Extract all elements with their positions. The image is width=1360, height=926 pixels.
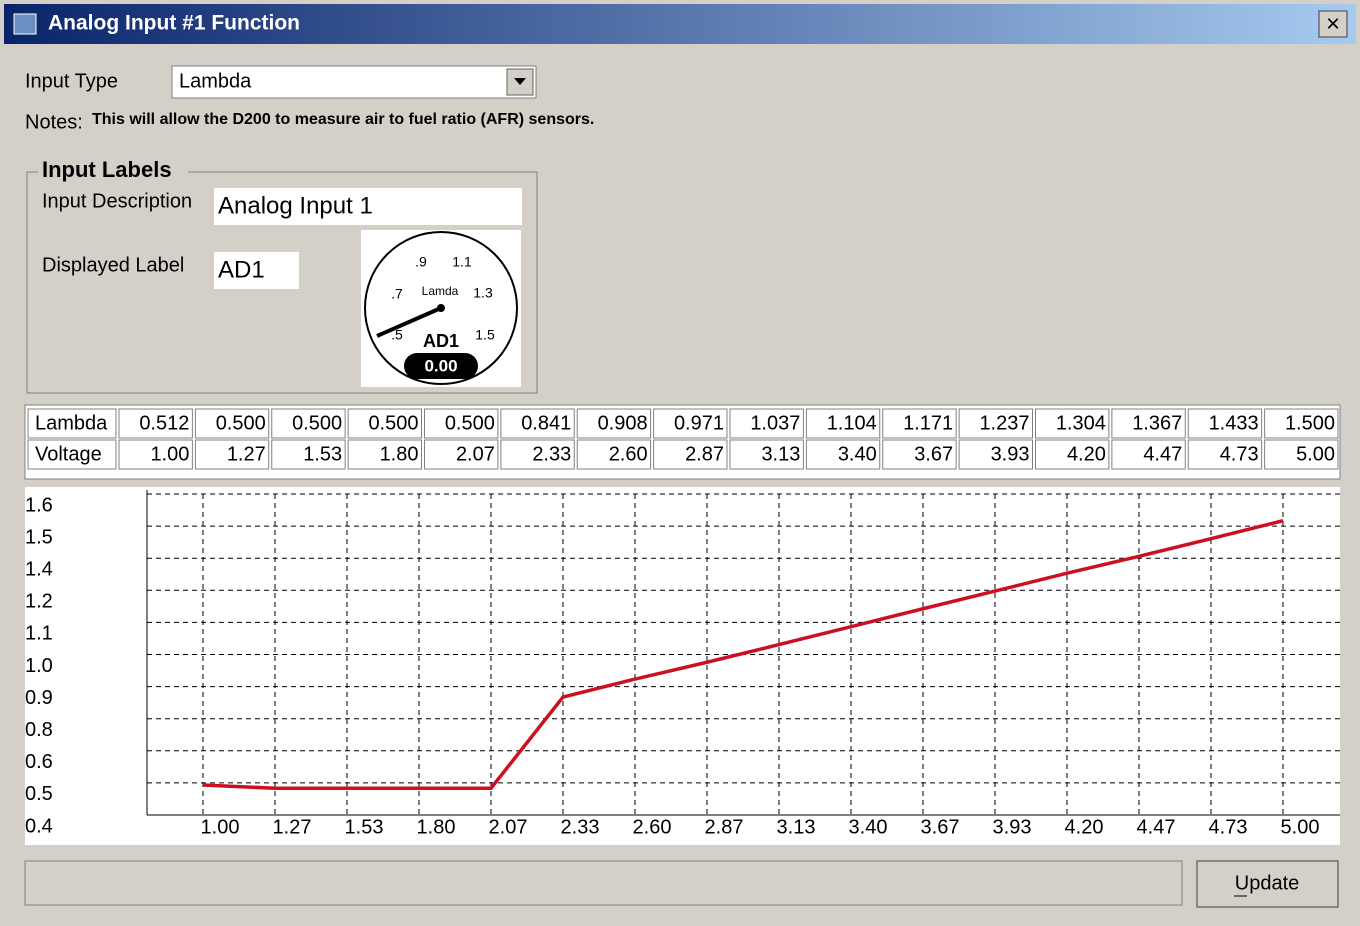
table-cell-text: 1.80 bbox=[380, 443, 419, 465]
table-cell-text: 0.500 bbox=[292, 412, 342, 434]
y-tick-label: 1.2 bbox=[25, 591, 53, 613]
table-cell-text: 4.20 bbox=[1067, 443, 1106, 465]
table-cell-text: 4.47 bbox=[1143, 443, 1182, 465]
table-cell-text: 2.33 bbox=[532, 443, 571, 465]
y-tick-label: 1.0 bbox=[25, 655, 53, 677]
notes-label: Notes: bbox=[25, 111, 83, 133]
x-tick-label: 1.27 bbox=[273, 816, 312, 838]
x-tick-label: 1.80 bbox=[417, 816, 456, 838]
table-cell-text: 1.171 bbox=[903, 412, 953, 434]
x-tick-label: 2.07 bbox=[489, 816, 528, 838]
window-title: Analog Input #1 Function bbox=[48, 12, 300, 35]
y-tick-label: 0.9 bbox=[25, 687, 53, 709]
gauge-scale: .5 bbox=[391, 327, 403, 343]
displayed-label: Displayed Label bbox=[42, 254, 184, 276]
x-tick-label: 1.00 bbox=[201, 816, 240, 838]
y-tick-label: 1.6 bbox=[25, 494, 53, 516]
x-tick-label: 3.40 bbox=[849, 816, 888, 838]
x-tick-label: 4.20 bbox=[1065, 816, 1104, 838]
x-tick-label: 4.73 bbox=[1209, 816, 1248, 838]
table-cell-text: 0.841 bbox=[521, 412, 571, 434]
gauge-name: Lamda bbox=[422, 284, 459, 298]
gauge-scale: 1.5 bbox=[475, 327, 495, 343]
x-tick-label: 3.67 bbox=[921, 816, 960, 838]
y-tick-label: 1.1 bbox=[25, 623, 53, 645]
table-cell-text: 0.500 bbox=[368, 412, 418, 434]
page: Analog Input #1 Function × Input Type La… bbox=[0, 0, 1360, 921]
table-cell-text: 0.500 bbox=[216, 412, 266, 434]
y-tick-label: 0.6 bbox=[25, 751, 53, 773]
y-tick-label: 1.5 bbox=[25, 526, 53, 548]
table-cell-text: 1.433 bbox=[1209, 412, 1259, 434]
table-cell-text: 1.237 bbox=[979, 412, 1029, 434]
app-icon bbox=[14, 14, 36, 34]
displayed-value[interactable]: AD1 bbox=[218, 256, 265, 283]
x-tick-label: 2.87 bbox=[705, 816, 744, 838]
table-cell-text: 1.53 bbox=[303, 443, 342, 465]
table-cell-text: 2.87 bbox=[685, 443, 724, 465]
table-cell-text: 3.40 bbox=[838, 443, 877, 465]
table-cell-text: 3.13 bbox=[761, 443, 800, 465]
y-tick-label: 0.8 bbox=[25, 719, 53, 741]
y-tick-label: 0.4 bbox=[25, 815, 53, 837]
status-panel bbox=[25, 861, 1182, 905]
window: Analog Input #1 Function × Input Type La… bbox=[0, 0, 1360, 921]
notes-text: This will allow the D200 to measure air … bbox=[92, 111, 594, 128]
description-value[interactable]: Analog Input 1 bbox=[218, 192, 373, 219]
chart-area bbox=[25, 487, 1340, 845]
close-icon[interactable]: × bbox=[1326, 10, 1340, 37]
x-tick-label: 3.13 bbox=[777, 816, 816, 838]
table-cell-text: 0.500 bbox=[445, 412, 495, 434]
table-cell-text: 4.73 bbox=[1220, 443, 1259, 465]
gauge-reading: 0.00 bbox=[424, 356, 457, 375]
y-tick-label: 0.5 bbox=[25, 783, 53, 805]
table-cell-text: 3.67 bbox=[914, 443, 953, 465]
x-tick-label: 1.53 bbox=[345, 816, 384, 838]
table-cell-text: 1.500 bbox=[1285, 412, 1335, 434]
table-cell-text: 0.971 bbox=[674, 412, 724, 434]
table-cell-text: 1.037 bbox=[750, 412, 800, 434]
gauge-label: AD1 bbox=[423, 331, 459, 351]
input-type-label: Input Type bbox=[25, 70, 118, 92]
gauge-scale: .7 bbox=[391, 286, 403, 302]
table-cell-text: 0.512 bbox=[139, 412, 189, 434]
gauge-scale: 1.3 bbox=[473, 285, 493, 301]
table-cell-text: Voltage bbox=[35, 443, 102, 465]
table-cell-text: 2.60 bbox=[609, 443, 648, 465]
input-type-value[interactable]: Lambda bbox=[179, 70, 252, 92]
table-cell-text: Lambda bbox=[35, 412, 108, 434]
gauge-scale: .9 bbox=[415, 254, 427, 270]
gauge-hub bbox=[437, 304, 445, 312]
table-cell-text: 1.27 bbox=[227, 443, 266, 465]
update-label[interactable]: Update bbox=[1235, 872, 1300, 894]
table-cell-text: 0.908 bbox=[598, 412, 648, 434]
gauge-scale: 1.1 bbox=[452, 254, 472, 270]
table-cell-text: 1.304 bbox=[1056, 412, 1106, 434]
table-cell-text: 5.00 bbox=[1296, 443, 1335, 465]
table-cell-text: 1.367 bbox=[1132, 412, 1182, 434]
table-cell-text: 3.93 bbox=[991, 443, 1030, 465]
x-tick-label: 2.60 bbox=[633, 816, 672, 838]
x-tick-label: 3.93 bbox=[993, 816, 1032, 838]
y-tick-label: 1.4 bbox=[25, 558, 53, 580]
description-label: Input Description bbox=[42, 190, 192, 212]
x-tick-label: 5.00 bbox=[1281, 816, 1320, 838]
table-cell-text: 2.07 bbox=[456, 443, 495, 465]
table-cell-text: 1.104 bbox=[827, 412, 877, 434]
table-cell-text: 1.00 bbox=[150, 443, 189, 465]
x-tick-label: 2.33 bbox=[561, 816, 600, 838]
group-title: Input Labels bbox=[42, 157, 172, 182]
x-tick-label: 4.47 bbox=[1137, 816, 1176, 838]
